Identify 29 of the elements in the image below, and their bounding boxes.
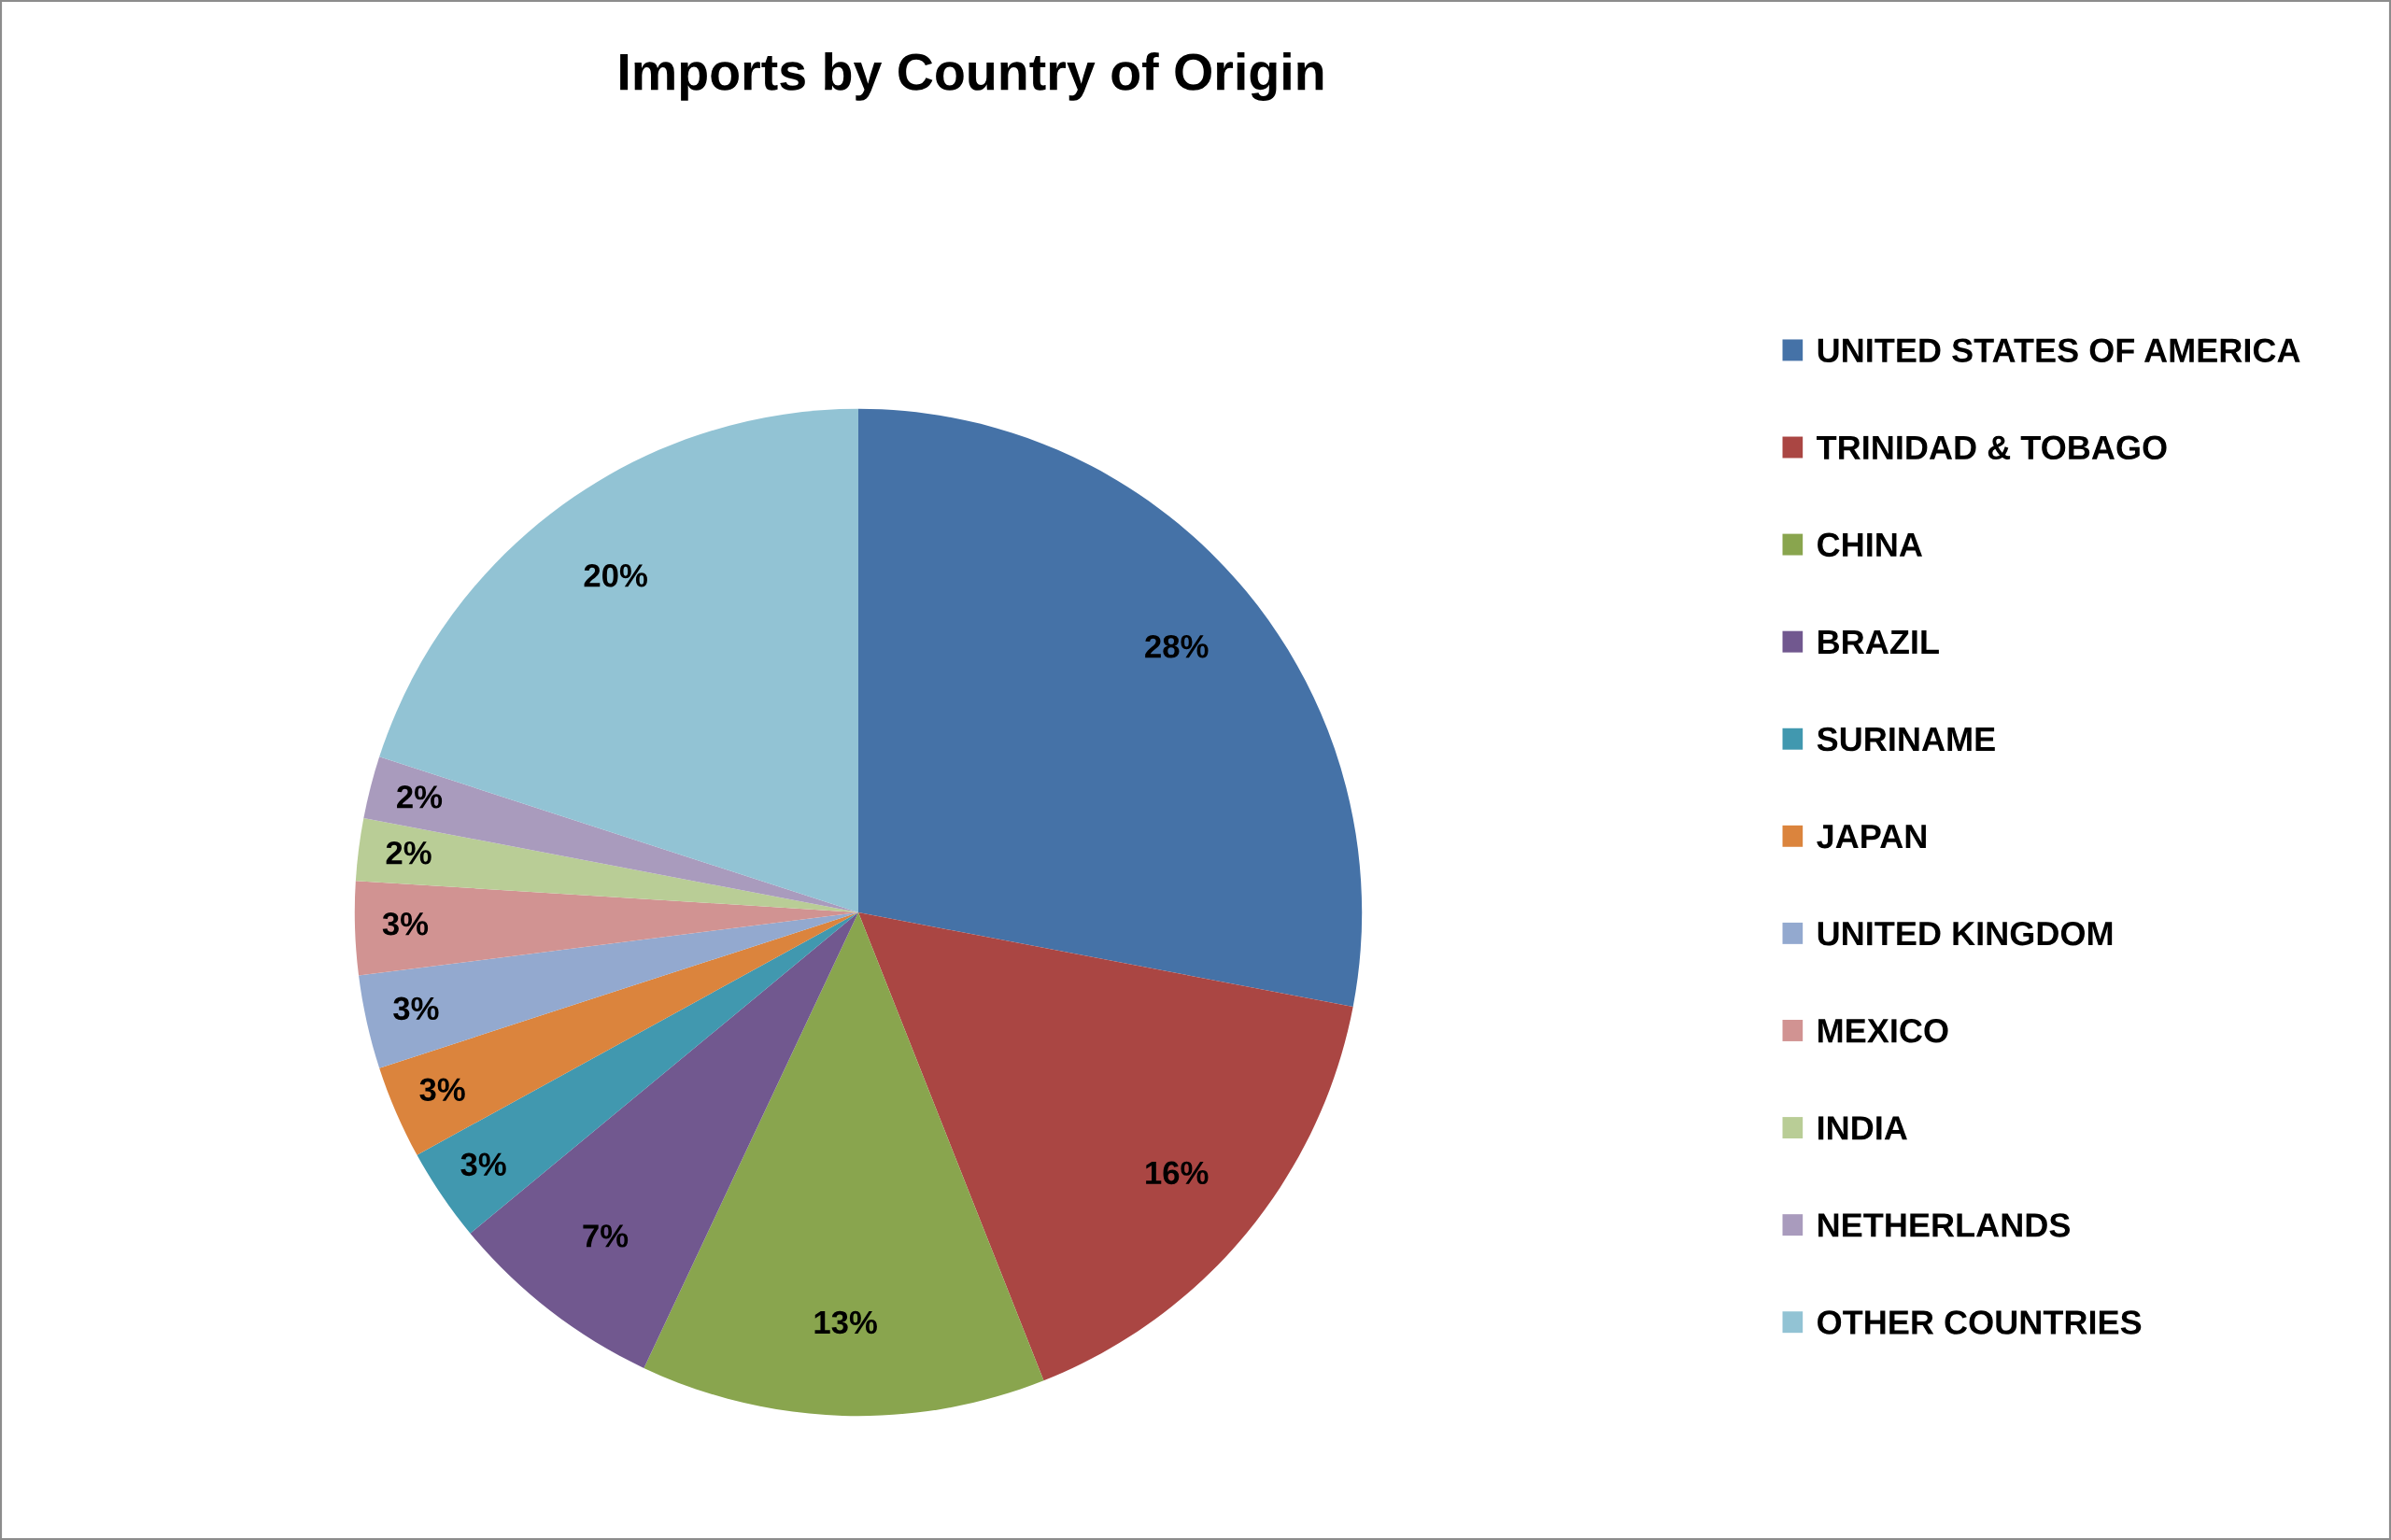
pie-slice [359, 912, 858, 1068]
data-label: 16% [1146, 1161, 1209, 1185]
data-label: 3% [393, 996, 439, 1021]
pie-slice [363, 756, 858, 912]
legend-label: OTHER COUNTRIES [1818, 1310, 2142, 1335]
legend-label: SURINAME [1817, 727, 1995, 752]
data-label: 28% [1145, 634, 1209, 658]
data-label: 7% [583, 1224, 629, 1248]
data-label: 3% [419, 1078, 465, 1102]
legend-label: NETHERLANDS [1818, 1213, 2071, 1237]
pie-slice [379, 408, 858, 912]
data-label: 2% [397, 785, 443, 809]
legend-label: UNITED STATES OF AMERICA [1818, 338, 2300, 362]
pie-slice [858, 408, 1363, 1008]
legend-label: UNITED KINGDOM [1818, 921, 2113, 946]
chart-title: Imports by Country of Origin [620, 51, 1323, 102]
legend-label: JAPAN [1817, 825, 1926, 849]
pie-slice [644, 912, 1044, 1417]
legend-label: TRINIDAD & TOBAGO [1817, 435, 2167, 460]
legend-label: MEXICO [1818, 1018, 1948, 1043]
legend-label: INDIA [1818, 1116, 1907, 1140]
legend-label: CHINA [1818, 532, 1922, 558]
legend-label: BRAZIL [1818, 630, 1939, 654]
data-label: 3% [382, 911, 429, 936]
data-label: 13% [814, 1310, 877, 1335]
data-label: 20% [584, 564, 647, 587]
pie-slice [355, 817, 858, 912]
data-label: 3% [460, 1152, 506, 1177]
data-label: 2% [386, 841, 432, 865]
